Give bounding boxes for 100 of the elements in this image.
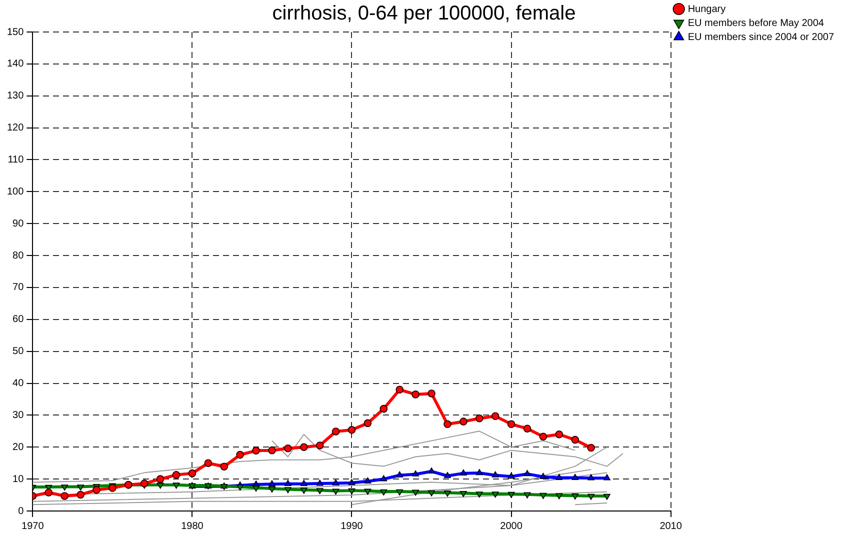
point — [284, 487, 292, 494]
point — [572, 494, 579, 500]
point — [540, 472, 547, 479]
point — [460, 469, 467, 476]
point — [492, 492, 499, 498]
point — [396, 489, 404, 496]
point — [316, 488, 324, 494]
point — [300, 480, 308, 486]
point — [556, 474, 563, 480]
point — [332, 488, 340, 495]
point — [508, 472, 515, 479]
point — [236, 484, 244, 491]
point — [380, 475, 388, 482]
point — [332, 428, 340, 436]
chart-title: cirrhosis, 0-64 per 100000, female — [272, 2, 576, 25]
x-tick-label: 1990 — [340, 520, 364, 532]
point — [348, 426, 356, 434]
point — [444, 472, 451, 478]
point — [523, 424, 532, 433]
point — [412, 390, 420, 398]
legend-label: Hungary — [688, 4, 726, 15]
point — [572, 474, 579, 480]
point — [571, 436, 579, 444]
y-tick-label: 110 — [8, 154, 24, 166]
point — [76, 490, 84, 499]
point — [380, 404, 388, 413]
x-tick-label: 1980 — [181, 520, 204, 532]
point — [508, 492, 515, 498]
point — [156, 482, 164, 489]
y-tick-label: 30 — [12, 410, 24, 421]
point — [140, 480, 148, 488]
point — [252, 446, 260, 455]
y-tick-label: 130 — [6, 90, 24, 102]
point — [460, 418, 468, 426]
y-tick-label: 40 — [12, 378, 24, 390]
point — [252, 486, 260, 492]
y-tick-label: 100 — [6, 186, 24, 198]
point — [491, 412, 500, 420]
point — [587, 444, 595, 452]
point — [428, 468, 435, 474]
point — [300, 443, 308, 452]
y-tick-label: 50 — [12, 346, 24, 358]
point — [220, 462, 228, 471]
point — [412, 490, 419, 496]
point — [428, 490, 435, 496]
point — [60, 492, 68, 500]
legend-label: EU members before May 2004 — [688, 18, 824, 29]
point — [284, 444, 292, 452]
point — [604, 474, 610, 480]
point — [588, 474, 594, 480]
point — [332, 479, 340, 486]
point — [428, 390, 436, 398]
point — [268, 480, 276, 486]
legend-label: EU members since 2004 or 2007 — [688, 32, 834, 43]
y-tick-label: 120 — [6, 122, 24, 134]
point — [61, 484, 68, 491]
point — [316, 480, 324, 486]
point — [556, 493, 563, 500]
x-tick-label: 2000 — [500, 520, 523, 532]
point — [172, 482, 180, 489]
point — [268, 446, 276, 454]
point — [172, 471, 180, 479]
point — [492, 471, 499, 478]
y-tick-label: 20 — [12, 442, 24, 453]
point — [44, 488, 53, 496]
y-tick-label: 80 — [12, 250, 24, 262]
point — [204, 459, 212, 467]
point — [475, 414, 484, 422]
point — [396, 471, 404, 478]
point — [364, 488, 372, 495]
point — [188, 469, 196, 478]
point — [476, 469, 483, 476]
point — [444, 490, 451, 497]
point — [268, 486, 276, 493]
point — [380, 489, 388, 496]
point — [412, 470, 419, 476]
x-tick-label: 2010 — [660, 520, 682, 532]
point — [588, 494, 594, 500]
y-tick-label: 10 — [12, 474, 24, 485]
point — [460, 490, 467, 498]
y-tick-label: 60 — [12, 314, 24, 326]
point — [92, 486, 100, 494]
point — [396, 386, 404, 394]
y-tick-label: 90 — [12, 218, 24, 230]
y-tick-label: 70 — [12, 282, 24, 294]
y-tick-label: 0 — [18, 506, 24, 517]
point — [540, 492, 547, 499]
point — [364, 477, 372, 484]
point — [300, 488, 308, 494]
point — [77, 484, 84, 491]
x-tick-label: 1970 — [22, 520, 44, 532]
y-tick-label: 150 — [6, 26, 24, 38]
point — [604, 494, 610, 500]
point — [476, 492, 483, 498]
point — [156, 475, 164, 483]
point — [348, 479, 356, 486]
point — [364, 419, 372, 428]
point — [236, 450, 244, 459]
y-tick-label: 140 — [6, 58, 24, 70]
point — [524, 492, 531, 498]
